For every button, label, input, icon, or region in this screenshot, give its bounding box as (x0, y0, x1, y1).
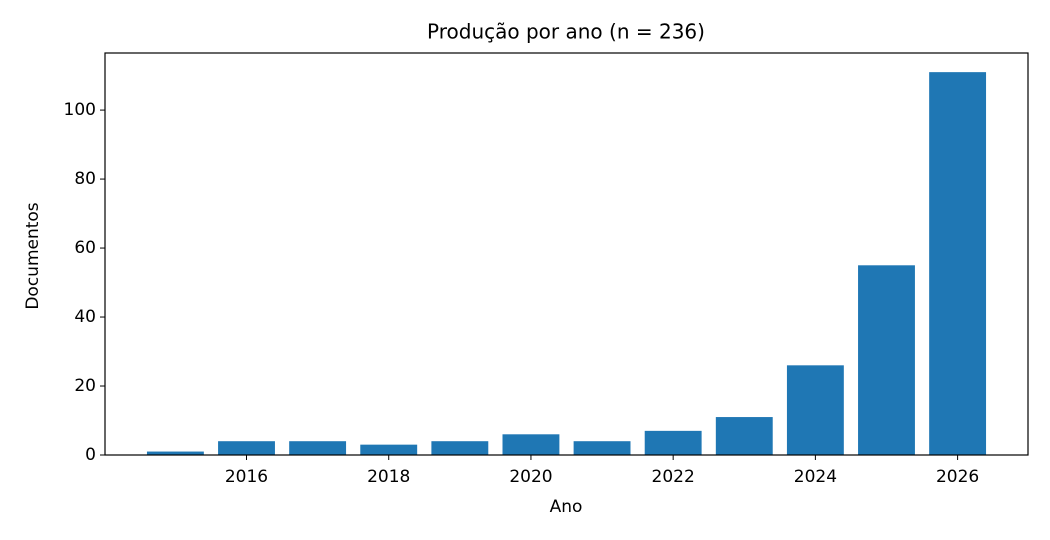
x-tick-label: 2026 (936, 467, 979, 487)
x-axis-label: Ano (550, 497, 583, 517)
x-tick-label: 2018 (367, 467, 410, 487)
bar (786, 365, 844, 455)
y-tick-label: 0 (85, 445, 96, 465)
y-axis-label: Documentos (23, 202, 43, 309)
bar (644, 430, 702, 455)
bar (431, 441, 489, 455)
bar (146, 451, 204, 455)
bar (573, 441, 631, 455)
bar (360, 444, 418, 455)
bar (929, 72, 987, 456)
y-tick-label: 100 (64, 100, 96, 120)
x-tick-label: 2024 (794, 467, 837, 487)
bar (289, 441, 347, 455)
bar (502, 434, 560, 455)
bar (715, 417, 773, 455)
bar (218, 441, 275, 455)
plot-frame (104, 52, 1029, 456)
x-tick-label: 2022 (652, 467, 695, 487)
x-tick-label: 2016 (225, 467, 268, 487)
y-tick-label: 40 (74, 307, 96, 327)
y-tick-label: 60 (74, 238, 96, 258)
x-tick-label: 2020 (509, 467, 552, 487)
y-tick-label: 80 (74, 169, 96, 189)
y-tick-label: 20 (74, 376, 96, 396)
bar (858, 265, 915, 455)
chart-title: Produção por ano (n = 236) (427, 20, 705, 44)
